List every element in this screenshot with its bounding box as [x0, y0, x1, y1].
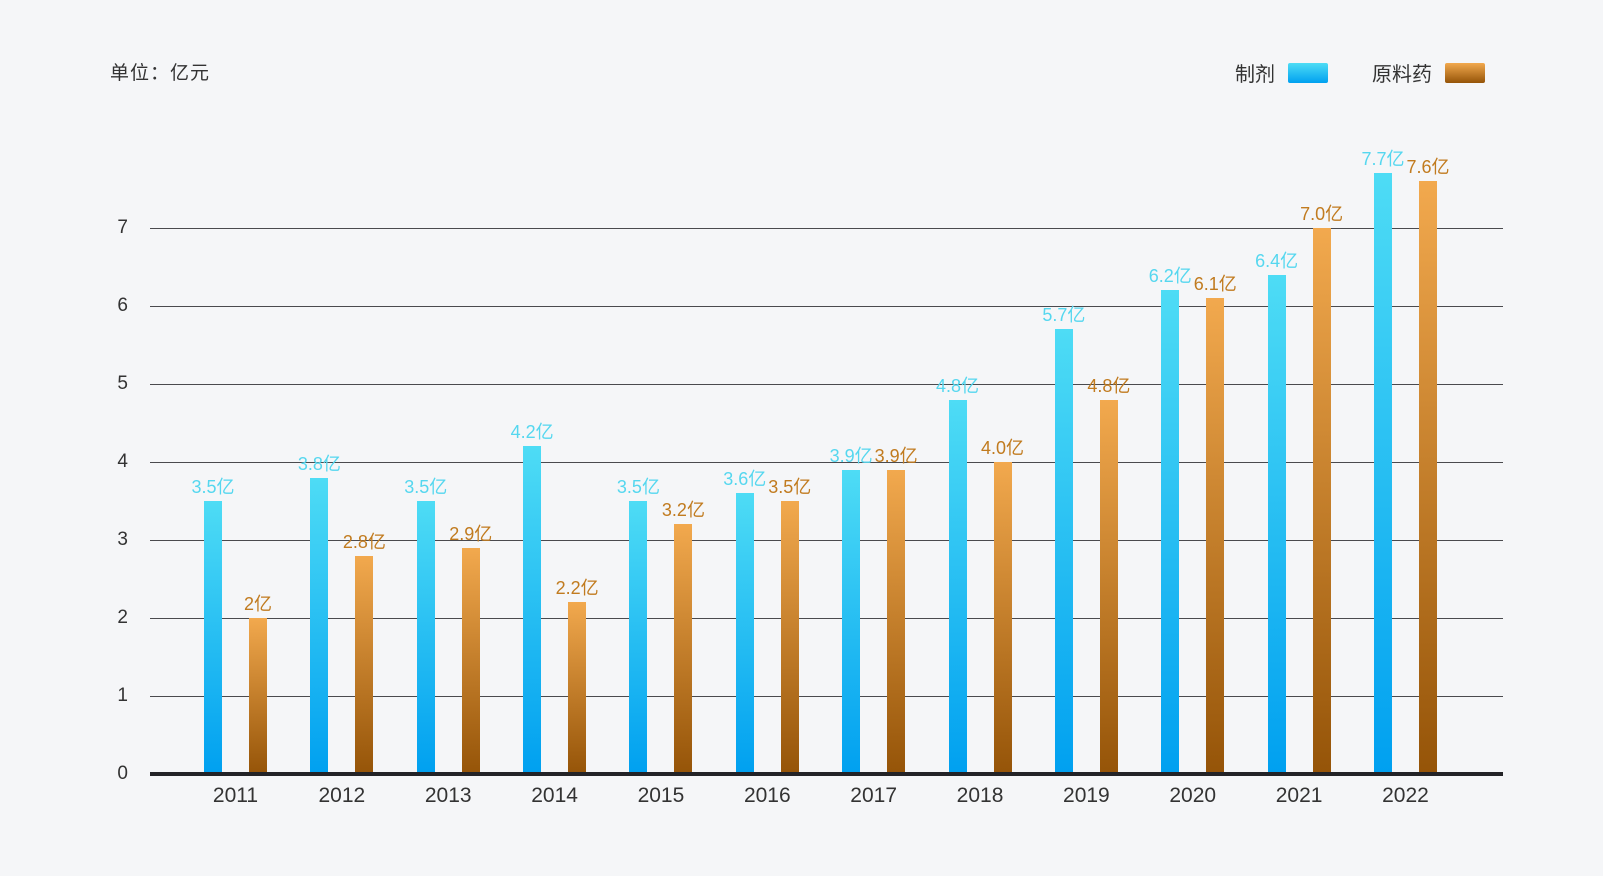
x-tick-label-2014: 2014 — [531, 784, 578, 807]
bar-api-2016[interactable] — [780, 501, 799, 774]
bar-preparation-2021[interactable] — [1267, 274, 1286, 774]
bar-label-preparation-2022: 7.7亿 — [1361, 149, 1405, 170]
bar-label-api-2021: 7.0亿 — [1300, 204, 1344, 224]
bar-preparation-2014[interactable] — [523, 446, 542, 774]
bar-preparation-2011[interactable] — [204, 501, 222, 774]
bar-preparation-2015[interactable] — [629, 501, 648, 774]
y-tick-label-3: 3 — [117, 529, 128, 550]
bar-preparation-2012[interactable] — [310, 477, 329, 774]
bar-label-api-2017: 3.9亿 — [874, 445, 918, 466]
bar-label-api-2011: 2亿 — [243, 594, 272, 614]
gridline-y-2 — [150, 618, 1503, 619]
bar-preparation-2019[interactable] — [1054, 329, 1073, 774]
legend: 制剂 原料药 — [1235, 58, 1485, 87]
bar-api-2015[interactable] — [674, 524, 693, 774]
bar-api-2020[interactable] — [1206, 298, 1225, 774]
bar-api-2011[interactable] — [249, 618, 267, 774]
bar-label-preparation-2017: 3.9亿 — [829, 445, 873, 466]
x-tick-label-2020: 2020 — [1169, 784, 1217, 807]
legend-item-api[interactable]: 原料药 — [1372, 58, 1485, 87]
y-tick-label-1: 1 — [117, 685, 128, 706]
legend-item-preparation[interactable]: 制剂 — [1235, 58, 1328, 87]
y-tick-label-0: 0 — [117, 763, 128, 784]
bar-api-2022[interactable] — [1418, 181, 1437, 774]
bar-preparation-2013[interactable] — [416, 501, 435, 774]
bar-label-api-2016: 3.5亿 — [768, 477, 812, 497]
bar-label-api-2019: 4.8亿 — [1087, 375, 1131, 396]
bar-preparation-2022[interactable] — [1373, 173, 1392, 774]
x-tick-label-2016: 2016 — [743, 784, 791, 807]
bar-label-api-2013: 2.9亿 — [449, 523, 493, 544]
bar-label-api-2012: 2.8亿 — [342, 531, 386, 552]
bar-label-preparation-2012: 3.8亿 — [297, 453, 341, 474]
bar-label-api-2022: 7.6亿 — [1406, 157, 1450, 178]
legend-label-api: 原料药 — [1372, 64, 1432, 86]
bar-preparation-2017[interactable] — [842, 469, 861, 774]
bar-api-2018[interactable] — [993, 462, 1012, 774]
bar-api-2021[interactable] — [1312, 228, 1331, 774]
bar-label-preparation-2019: 5.7亿 — [1042, 305, 1086, 326]
legend-swatch-api-icon — [1445, 62, 1485, 83]
bar-preparation-2016[interactable] — [735, 493, 754, 774]
x-tick-label-2017: 2017 — [850, 784, 898, 807]
y-tick-label-5: 5 — [117, 373, 128, 394]
x-tick-label-2021: 2021 — [1275, 784, 1323, 807]
x-tick-label-2015: 2015 — [637, 784, 685, 807]
y-tick-label-2: 2 — [117, 607, 128, 628]
gridline-y-3 — [150, 540, 1503, 541]
gridline-y-6 — [150, 306, 1503, 307]
bar-label-preparation-2014: 4.2亿 — [510, 422, 554, 443]
gridline-y-5 — [150, 384, 1503, 385]
x-tick-label-2018: 2018 — [956, 784, 1004, 807]
bar-label-api-2018: 4.0亿 — [981, 438, 1025, 458]
gridline-y-7 — [150, 228, 1503, 229]
bar-label-preparation-2011: 3.5亿 — [191, 477, 235, 497]
bar-label-preparation-2013: 3.5亿 — [404, 477, 448, 497]
gridline-y-4 — [150, 462, 1503, 463]
bar-label-api-2015: 3.2亿 — [661, 500, 705, 521]
bar-label-api-2020: 6.1亿 — [1193, 274, 1237, 295]
bar-label-preparation-2021: 6.4亿 — [1255, 250, 1299, 271]
bar-label-api-2014: 2.2亿 — [555, 578, 599, 599]
legend-label-preparation: 制剂 — [1235, 64, 1275, 86]
unit-label: 单位：亿元 — [110, 63, 211, 84]
y-tick-label-6: 6 — [117, 295, 128, 316]
bar-label-preparation-2015: 3.5亿 — [616, 477, 660, 497]
bar-label-preparation-2020: 6.2亿 — [1148, 266, 1192, 287]
bar-api-2013[interactable] — [461, 547, 480, 774]
bar-api-2019[interactable] — [1099, 399, 1118, 774]
x-tick-label-2013: 2013 — [424, 784, 472, 807]
bar-api-2017[interactable] — [887, 469, 906, 774]
bar-label-preparation-2016: 3.6亿 — [723, 469, 767, 490]
bar-api-2012[interactable] — [355, 555, 374, 774]
gridline-y-1 — [150, 696, 1503, 697]
bar-preparation-2020[interactable] — [1161, 290, 1180, 774]
y-tick-label-7: 7 — [117, 217, 128, 238]
x-tick-label-2019: 2019 — [1063, 784, 1110, 807]
x-tick-label-2012: 2012 — [318, 784, 366, 807]
bar-preparation-2018[interactable] — [948, 399, 967, 774]
y-tick-label-4: 4 — [117, 451, 128, 472]
x-tick-label-2022: 2022 — [1382, 784, 1429, 807]
x-tick-label-2011: 2011 — [212, 784, 259, 807]
x-axis-baseline — [150, 772, 1503, 776]
legend-swatch-preparation-icon — [1288, 62, 1328, 83]
bar-label-preparation-2018: 4.8亿 — [936, 375, 980, 396]
bar-api-2014[interactable] — [568, 602, 587, 774]
